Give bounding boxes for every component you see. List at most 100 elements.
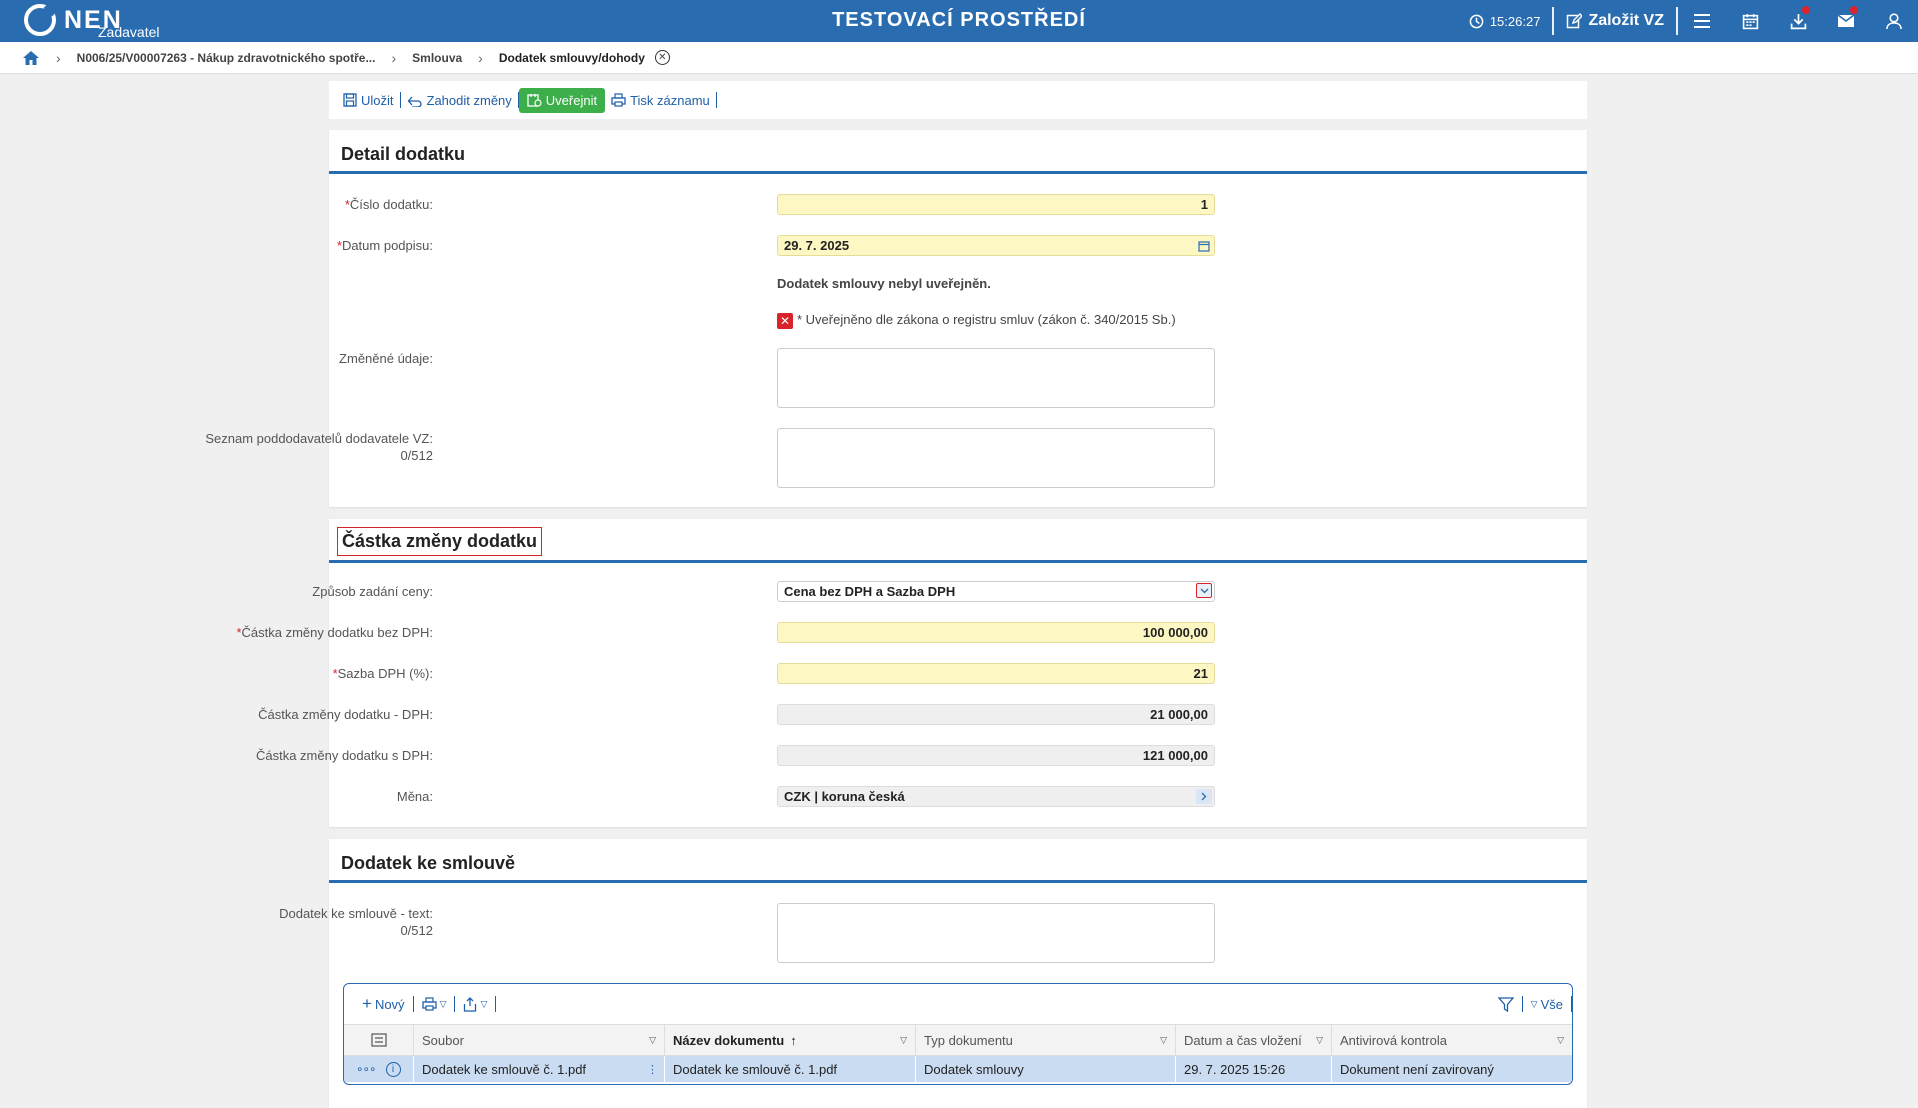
chevron-down-icon[interactable] [1196, 583, 1212, 598]
subcontractors-textarea[interactable] [777, 428, 1215, 488]
nen-logo[interactable]: NEN [24, 4, 123, 36]
logo-text: NEN [64, 5, 123, 34]
publish-label: Uveřejnit [545, 92, 598, 108]
column-filter-icon: ▽ [649, 1034, 656, 1045]
calendar-picker-icon[interactable] [1196, 238, 1212, 253]
plus-icon: + [362, 994, 372, 1013]
grid-print-button[interactable]: ▽ [414, 997, 455, 1011]
column-settings-icon [370, 1033, 387, 1047]
menu-button[interactable] [1678, 0, 1726, 42]
changed-data-label: Změněné údaje: [339, 351, 433, 366]
publish-button[interactable]: Uveřejnit [518, 87, 606, 113]
cell-antivirus: Dokument není zavirovaný [1340, 1061, 1494, 1077]
table-row[interactable]: ∘∘∘ i Dodatek ke smlouvě č. 1.pdf ⋮ Dodat… [344, 1056, 1572, 1082]
column-filter-icon: ▽ [1316, 1034, 1323, 1045]
signature-date-input[interactable]: 29. 7. 2025 [777, 235, 1215, 256]
session-clock: 15:26:27 [1457, 14, 1553, 29]
create-vz-button[interactable]: Založit VZ [1554, 12, 1676, 30]
print-record-button[interactable]: Tisk záznamu [605, 90, 716, 111]
close-tab-icon[interactable]: ✕ [654, 50, 670, 65]
discard-changes-label: Zahodit změny [426, 92, 512, 108]
signature-date-value: 29. 7. 2025 [784, 238, 850, 253]
save-button[interactable]: Uložit [337, 90, 400, 111]
breadcrumb-item-vz[interactable]: N006/25/V00007263 - Nákup zdravotnického… [76, 50, 376, 65]
sort-ascending-icon: ↑ [790, 1032, 797, 1048]
downloads-button[interactable] [1774, 0, 1822, 42]
vat-rate-input[interactable]: 21 [777, 663, 1215, 684]
currency-value: CZK | koruna česká [784, 789, 905, 804]
column-filter-icon: ▽ [1160, 1034, 1167, 1045]
more-options-icon[interactable]: ∘∘∘ [356, 1062, 377, 1076]
save-icon [343, 93, 357, 107]
column-settings-button[interactable] [344, 1025, 414, 1055]
user-icon [1886, 12, 1902, 29]
info-icon[interactable]: i [385, 1061, 401, 1077]
price-mode-label: Způsob zadání ceny: [312, 584, 433, 599]
calendar-button[interactable] [1726, 0, 1774, 42]
section-header: Detail dodatku [329, 130, 1587, 174]
field-label: *Částka změny dodatku bez DPH: [236, 625, 433, 640]
section-header: Částka změny dodatku [329, 519, 1587, 563]
vat-amount-label: Částka změny dodatku - DPH: [258, 707, 433, 722]
printer-icon [611, 93, 626, 107]
save-label: Uložit [361, 92, 394, 108]
vat-amount-field: 21 000,00 [777, 704, 1215, 725]
undo-icon [407, 96, 422, 107]
notification-dot [1850, 6, 1858, 14]
column-header-file[interactable]: Soubor ▽ [414, 1025, 665, 1055]
create-vz-label: Založit VZ [1588, 12, 1664, 29]
cell-file[interactable]: Dodatek ke smlouvě č. 1.pdf ⋮ [414, 1056, 665, 1082]
register-published-row: ✕ * Uveřejněno dle zákona o registru smlu… [777, 312, 1176, 329]
section-title: Částka změny dodatku [337, 527, 543, 556]
user-button[interactable] [1870, 0, 1918, 42]
net-amount-input[interactable]: 100 000,00 [777, 622, 1215, 643]
row-actions[interactable]: ∘∘∘ i [344, 1056, 414, 1082]
price-mode-value: Cena bez DPH a Sazba DPH [784, 584, 956, 599]
register-published-label: * Uveřejněno dle zákona o registru smluv… [797, 312, 1176, 327]
divider [495, 996, 497, 1012]
show-all-button[interactable]: ▽ Vše [1523, 997, 1571, 1012]
divider [399, 92, 401, 108]
top-bar: NEN Zadavatel TESTOVACÍ PROSTŘEDÍ 15:26:… [0, 0, 1918, 42]
breadcrumb-item-contract[interactable]: Smlouva [412, 50, 463, 65]
filter-button[interactable] [1490, 996, 1522, 1012]
appendix-text-textarea[interactable] [777, 903, 1215, 963]
column-header-inserted-at[interactable]: Datum a čas vložení ▽ [1176, 1025, 1332, 1055]
caret-down-icon: ▽ [1530, 998, 1538, 1009]
gross-amount-field: 121 000,00 [777, 745, 1215, 766]
calendar-icon [1742, 13, 1758, 29]
caret-down-icon: ▽ [439, 998, 447, 1009]
grid-export-button[interactable]: ▽ [455, 996, 495, 1012]
detail-section: Detail dodatku *Číslo dodatku: 1 *Datum … [205, 130, 1587, 507]
field-label: *Číslo dodatku: [344, 197, 433, 212]
field-label: Seznam poddodavatelů dodavatele VZ: 0/512 [205, 431, 433, 463]
column-filter-icon: ▽ [900, 1034, 907, 1045]
show-all-label: Vše [1540, 996, 1563, 1012]
price-mode-select[interactable]: Cena bez DPH a Sazba DPH [777, 581, 1215, 602]
field-label: Dodatek ke smlouvě - text: 0/512 [279, 906, 433, 938]
column-header-document-name[interactable]: Název dokumentu ↑ ▽ [665, 1025, 916, 1055]
documents-grid: + Nový ▽ ▽ ▽ Vše [343, 983, 1573, 1085]
logo-subtitle: Zadavatel [98, 24, 160, 40]
chevron-right-icon[interactable] [1196, 789, 1212, 804]
messages-button[interactable] [1822, 0, 1870, 42]
nen-logo-icon [24, 4, 56, 36]
changed-data-textarea[interactable] [777, 348, 1215, 408]
divider [1571, 996, 1572, 1012]
column-header-document-type[interactable]: Typ dokumentu ▽ [916, 1025, 1176, 1055]
amendment-number-input[interactable]: 1 [777, 194, 1215, 215]
currency-field[interactable]: CZK | koruna česká [777, 786, 1215, 807]
home-icon[interactable] [22, 50, 40, 66]
edit-icon [1567, 13, 1583, 29]
grid-toolbar: + Nový ▽ ▽ ▽ Vše [344, 984, 1572, 1024]
print-record-label: Tisk záznamu [630, 92, 710, 108]
new-document-button[interactable]: + Nový [354, 994, 413, 1014]
not-published-note: Dodatek smlouvy nebyl uveřejněn. [777, 276, 991, 291]
publish-icon [527, 94, 542, 107]
column-filter-icon: ▽ [1557, 1034, 1564, 1045]
divider [1552, 7, 1555, 35]
discard-changes-button[interactable]: Zahodit změny [401, 90, 518, 111]
column-header-antivirus[interactable]: Antivirová kontrola ▽ [1340, 1032, 1564, 1048]
checkbox-unchecked-icon[interactable]: ✕ [777, 312, 793, 329]
download-icon [1790, 13, 1806, 29]
